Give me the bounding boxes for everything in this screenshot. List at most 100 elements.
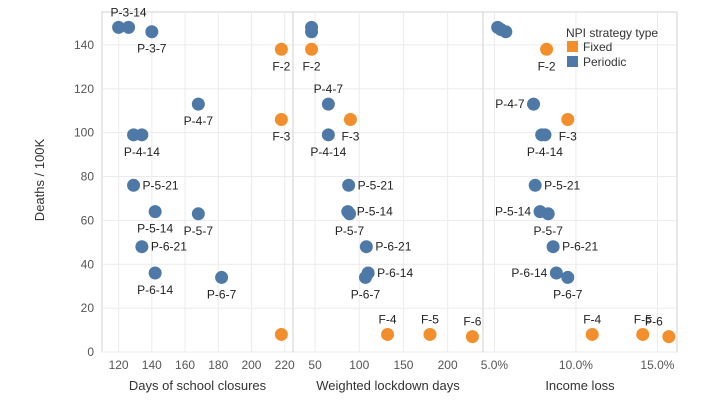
data-point-fixed — [662, 330, 676, 344]
data-point-periodic — [359, 240, 373, 254]
data-point-label: P-5-21 — [544, 178, 580, 192]
chart-panels: 120 140 160 180 200 220 0 20 40 60 80 100 120 140 Days… — [74, 5, 678, 393]
data-point-fixed — [274, 42, 288, 56]
x-tick-label: 15.0% — [640, 358, 674, 372]
data-point-periodic — [549, 266, 563, 280]
x-tick-label: 220 — [275, 358, 295, 372]
data-point-label: P-6-14 — [511, 266, 547, 280]
data-point-fixed — [585, 327, 599, 341]
y-tick-label: 20 — [81, 301, 95, 315]
x-tick-label: 50 — [308, 358, 322, 372]
y-tick-label: 100 — [74, 126, 94, 140]
data-point-fixed — [465, 330, 479, 344]
data-point-label: P-6-7 — [351, 287, 381, 301]
data-point-label: P-6-14 — [137, 283, 173, 297]
legend-swatch-fixed — [567, 41, 578, 52]
data-point-fixed — [636, 327, 650, 341]
data-point-fixed — [343, 112, 357, 126]
legend-label-fixed: Fixed — [583, 40, 612, 54]
data-point-periodic — [358, 270, 372, 284]
data-point-periodic — [148, 266, 162, 280]
data-point-label: P-4-7 — [184, 114, 214, 128]
data-point-label: F-6 — [645, 315, 663, 329]
data-point-fixed — [381, 327, 395, 341]
data-point-label: F-5 — [421, 312, 439, 326]
data-point-label: P-5-7 — [335, 224, 365, 238]
x-tick-label: 5.0% — [481, 358, 509, 372]
data-point-label: P-5-7 — [534, 224, 564, 238]
x-axis-title: Weighted lockdown days — [316, 378, 460, 393]
data-point-label: P-6-21 — [562, 240, 598, 254]
y-tick-label: 60 — [81, 213, 95, 227]
data-point-fixed — [423, 327, 437, 341]
data-point-periodic — [127, 178, 141, 192]
data-point-fixed — [274, 327, 288, 341]
data-point-label: P-4-14 — [310, 145, 346, 159]
data-point-label: P-5-7 — [184, 224, 214, 238]
data-point-periodic — [541, 207, 555, 221]
data-point-periodic — [191, 97, 205, 111]
data-point-periodic — [528, 178, 542, 192]
data-point-label: P-4-14 — [527, 145, 563, 159]
data-point-label: P-3-14 — [111, 5, 147, 19]
data-point-periodic — [122, 20, 136, 34]
data-point-periodic — [342, 178, 356, 192]
data-point-periodic — [527, 97, 541, 111]
data-point-label: F-4 — [379, 312, 397, 326]
x-tick-label: 10.0% — [559, 358, 593, 372]
data-point-label: P-5-14 — [495, 205, 531, 219]
data-point-periodic — [546, 240, 560, 254]
data-point-periodic — [145, 25, 159, 39]
data-point-label: F-2 — [538, 59, 556, 73]
panel-1: 120 140 160 180 200 220 0 20 40 60 80 100 120 140 Days… — [74, 5, 295, 393]
data-point-fixed — [561, 112, 575, 126]
legend: NPI strategy type Fixed Periodic — [566, 26, 658, 69]
data-point-label: F-6 — [463, 315, 481, 329]
y-tick-label: 120 — [74, 82, 94, 96]
panel-2: 50 100 150 200 Weighted lockdown days F-2 P-4-… — [292, 11, 484, 393]
legend-label-periodic: Periodic — [583, 55, 626, 69]
data-point-label: P-5-14 — [357, 205, 393, 219]
data-point-label: P-4-7 — [495, 97, 525, 111]
x-tick-label: 100 — [349, 358, 369, 372]
y-tick-label: 140 — [74, 38, 94, 52]
data-point-label: F-3 — [559, 129, 577, 143]
data-point-periodic — [112, 20, 126, 34]
data-point-label: F-2 — [303, 59, 321, 73]
x-tick-label: 200 — [241, 358, 261, 372]
x-tick-label: 200 — [438, 358, 458, 372]
data-point-label: F-3 — [272, 129, 290, 143]
data-point-label: P-4-14 — [124, 145, 160, 159]
data-point-periodic — [215, 270, 229, 284]
legend-title: NPI strategy type — [566, 26, 658, 40]
data-point-label: P-5-14 — [137, 222, 173, 236]
y-tick-label: 40 — [81, 257, 95, 271]
data-point-periodic — [321, 97, 335, 111]
y-tick-label: 0 — [87, 345, 94, 359]
data-point-periodic — [499, 25, 513, 39]
data-point-label: P-3-7 — [137, 42, 167, 56]
data-point-label: P-5-21 — [358, 178, 394, 192]
data-point-label: F-2 — [272, 59, 290, 73]
data-point-label: P-6-21 — [151, 240, 187, 254]
y-axis-title: Deaths / 100K — [32, 138, 47, 221]
data-point-periodic — [321, 128, 335, 142]
data-point-periodic — [343, 207, 357, 221]
data-point-periodic — [135, 240, 149, 254]
x-tick-label: 180 — [208, 358, 228, 372]
data-point-fixed — [305, 42, 319, 56]
data-point-label: P-5-21 — [143, 178, 179, 192]
x-axis-title: Days of school closures — [129, 378, 267, 393]
legend-swatch-periodic — [567, 56, 578, 67]
x-tick-label: 120 — [109, 358, 129, 372]
data-point-label: P-4-7 — [314, 82, 344, 96]
data-point-periodic — [538, 128, 552, 142]
y-tick-label: 80 — [81, 170, 95, 184]
data-point-label: F-4 — [583, 312, 601, 326]
x-tick-label: 150 — [393, 358, 413, 372]
data-point-periodic — [148, 205, 162, 219]
data-point-label: P-6-7 — [207, 287, 237, 301]
data-point-label: F-5 — [634, 312, 652, 326]
data-point-fixed — [274, 112, 288, 126]
